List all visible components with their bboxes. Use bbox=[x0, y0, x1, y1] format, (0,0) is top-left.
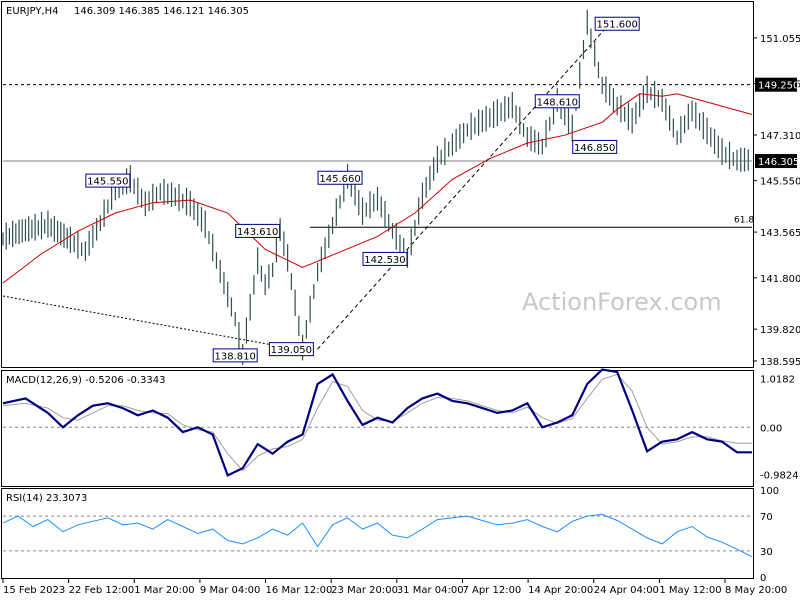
price-y-tick-label: 138.595 bbox=[760, 357, 800, 368]
x-tick-label: 7 Apr 12:00 bbox=[462, 585, 521, 596]
price-y-axis: 151.055149.295147.310145.550143.565141.8… bbox=[753, 34, 800, 368]
price-annotation: 146.850 bbox=[572, 139, 618, 154]
rsi-y-tick-label: 100 bbox=[760, 486, 779, 497]
price-annotation: 145.550 bbox=[85, 173, 131, 188]
macd-line bbox=[2, 368, 752, 477]
rsi-line bbox=[2, 513, 753, 558]
price-annotation-box bbox=[362, 251, 408, 266]
price-y-tick-label: 145.550 bbox=[760, 177, 800, 188]
x-tick-label: 1 May 12:00 bbox=[659, 585, 721, 596]
price-y-tick-label: 147.310 bbox=[760, 131, 800, 142]
price-annotation: 145.660 bbox=[317, 170, 363, 185]
macd-y-tick-label: 0.00 bbox=[760, 423, 782, 434]
price-tag-label: 149.250 bbox=[758, 81, 799, 92]
macd-plot: 1.0182 0.00 -0.9824 bbox=[2, 368, 799, 482]
price-y-tick-label: 141.800 bbox=[760, 274, 800, 285]
price-tag-label: 146.305 bbox=[758, 157, 799, 168]
long-trend-line bbox=[2, 295, 303, 351]
price-annotation: 143.610 bbox=[235, 223, 281, 238]
price-y-tick-label: 139.820 bbox=[760, 325, 800, 336]
rsi-y-tick-label: 30 bbox=[760, 547, 773, 558]
macd-y-tick-label: -0.9824 bbox=[760, 471, 799, 482]
price-annotation-label: 146.850 bbox=[574, 143, 615, 154]
x-tick-label: 22 Feb 12:00 bbox=[69, 585, 135, 596]
price-annotation-label: 139.050 bbox=[271, 345, 312, 356]
macd-panel-frame bbox=[1, 370, 754, 487]
price-tag-bg bbox=[755, 154, 797, 169]
price-annotation-label: 151.600 bbox=[597, 20, 638, 31]
price-annotation-label: 142.530 bbox=[364, 255, 405, 266]
price-annotation: 142.530 bbox=[362, 251, 408, 266]
price-annotation: 138.810 bbox=[212, 348, 258, 363]
price-tag: 146.305 bbox=[755, 154, 799, 169]
price-annotation-label: 145.550 bbox=[87, 177, 128, 188]
price-annotation-box bbox=[268, 342, 314, 357]
price-y-tick-label: 143.565 bbox=[760, 228, 800, 239]
x-tick-label: 24 Apr 04:00 bbox=[594, 585, 659, 596]
macd-title: MACD(12,26,9) -0.5206 -0.3343 bbox=[6, 375, 166, 386]
rsi-plot: 100 70 30 0 bbox=[2, 486, 779, 584]
price-y-tick-label: 151.055 bbox=[760, 34, 800, 45]
price-annotation-label: 148.610 bbox=[537, 97, 578, 108]
x-tick-label: 9 Mar 04:00 bbox=[200, 585, 260, 596]
price-tag-bg bbox=[755, 77, 797, 92]
x-tick-label: 31 Mar 04:00 bbox=[397, 585, 464, 596]
rsi-y-tick-label: 70 bbox=[760, 512, 773, 523]
price-annotation-box bbox=[572, 139, 618, 154]
moving-average-line bbox=[2, 93, 753, 284]
price-annotation-label: 138.810 bbox=[215, 351, 256, 362]
x-tick-label: 15 Feb 2023 bbox=[3, 585, 65, 596]
x-tick-label: 23 Mar 20:00 bbox=[331, 585, 398, 596]
fib-level-label: 61.8 bbox=[734, 215, 754, 225]
rsi-y-tick-label: 0 bbox=[760, 573, 766, 584]
price-annotation: 148.610 bbox=[534, 94, 580, 109]
price-annotation-box bbox=[212, 348, 258, 363]
price-annotation-box bbox=[85, 173, 131, 188]
price-plot: 61.8 145.550 143.610 138.810 139.050 145.660 1… bbox=[2, 9, 754, 365]
macd-y-tick-label: 1.0182 bbox=[760, 374, 795, 385]
rsi-panel-frame bbox=[1, 488, 754, 579]
price-annotation-box bbox=[317, 170, 363, 185]
rsi-title: RSI(14) 23.3073 bbox=[6, 493, 87, 504]
time-x-axis: 15 Feb 2023 22 Feb 12:00 1 Mar 20:00 9 Mar … bbox=[2, 578, 787, 596]
symbol-label: EURJPY,H4 bbox=[6, 6, 59, 17]
price-annotation: 151.600 bbox=[594, 16, 640, 31]
price-annotation-box bbox=[534, 94, 580, 109]
x-tick-label: 8 May 20:00 bbox=[725, 585, 787, 596]
price-tag: 149.250 bbox=[755, 77, 799, 92]
price-annotation-box bbox=[235, 223, 281, 238]
x-tick-label: 16 Mar 12:00 bbox=[266, 585, 333, 596]
rising-channel-line bbox=[317, 23, 611, 350]
price-annotation-box bbox=[594, 16, 640, 31]
x-tick-label: 1 Mar 20:00 bbox=[134, 585, 194, 596]
ohlc-label: 146.309 146.385 146.121 146.305 bbox=[74, 6, 249, 17]
price-annotation: 139.050 bbox=[268, 342, 314, 357]
price-annotation-label: 143.610 bbox=[237, 227, 278, 238]
watermark: ActionForex.com bbox=[522, 288, 722, 316]
x-tick-label: 14 Apr 20:00 bbox=[528, 585, 593, 596]
price-annotation-label: 145.660 bbox=[319, 174, 360, 185]
